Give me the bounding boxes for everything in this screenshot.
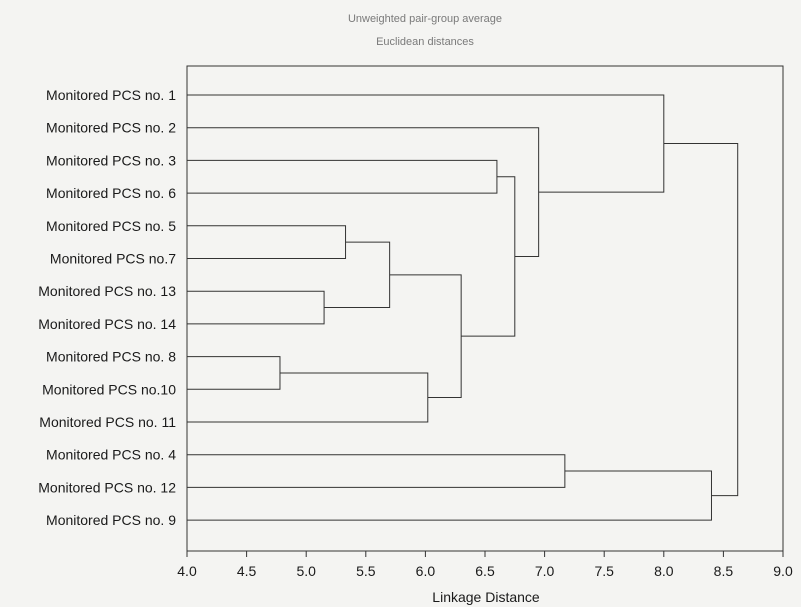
chart-subtitle: Euclidean distances — [376, 36, 474, 48]
x-tick-label: 7.0 — [535, 563, 555, 579]
leaf-label: Monitored PCS no.10 — [42, 381, 176, 397]
dendrogram-link-11 — [187, 470, 712, 521]
x-tick-label: 6.0 — [416, 563, 436, 579]
dendrogram-links — [187, 94, 739, 521]
dendrogram-link-10 — [187, 94, 665, 193]
leaf-label: Monitored PCS no. 4 — [46, 447, 176, 463]
x-tick-label: 7.5 — [594, 563, 614, 579]
x-tick-label: 4.0 — [177, 563, 197, 579]
x-axis-ticks: 4.0 4.5 5.0 5.5 6.0 6.5 7.0 7.5 8.0 8.5 9.0 — [177, 551, 793, 579]
dendrogram-link-12 — [663, 143, 739, 497]
leaf-label: Monitored PCS no. 13 — [38, 283, 176, 299]
dendrogram-link-3 — [324, 241, 391, 309]
leaf-label: Monitored PCS no. 5 — [46, 218, 176, 234]
dendrogram-link-1 — [187, 290, 325, 325]
dendrogram-link-7 — [461, 176, 516, 337]
dendrogram-link-6 — [187, 159, 498, 194]
leaf-label: Monitored PCS no. 1 — [46, 87, 176, 103]
dendrogram-link-9 — [187, 454, 566, 488]
x-tick-label: 4.5 — [237, 563, 257, 579]
x-tick-label: 8.0 — [654, 563, 674, 579]
leaf-label: Monitored PCS no. 6 — [46, 185, 176, 201]
leaf-label: Monitored PCS no.7 — [50, 251, 176, 267]
x-tick-label: 8.5 — [714, 563, 734, 579]
leaf-label: Monitored PCS no. 11 — [39, 414, 176, 430]
x-tick-label: 5.5 — [356, 563, 376, 579]
dendrogram-link-4 — [187, 372, 429, 423]
x-tick-label: 9.0 — [773, 563, 793, 579]
leaf-label: Monitored PCS no. 2 — [46, 120, 176, 136]
plot-frame — [186, 65, 784, 552]
leaf-labels: Monitored PCS no. 1 Monitored PCS no. 2 Mo… — [38, 87, 176, 528]
x-tick-label: 6.5 — [475, 563, 495, 579]
leaf-label: Monitored PCS no. 12 — [38, 479, 176, 495]
dendrogram-link-2 — [187, 225, 347, 259]
x-axis-label: Linkage Distance — [432, 589, 540, 605]
leaf-label: Monitored PCS no. 8 — [46, 349, 176, 365]
dendrogram-link-0 — [187, 356, 281, 390]
leaf-label: Monitored PCS no. 9 — [46, 512, 176, 528]
dendrogram-link-5 — [389, 274, 462, 398]
dendrogram-link-8 — [187, 127, 540, 257]
chart-title: Unweighted pair-group average — [348, 13, 502, 25]
leaf-label: Monitored PCS no. 14 — [38, 316, 176, 332]
x-tick-label: 5.0 — [296, 563, 316, 579]
leaf-label: Monitored PCS no. 3 — [46, 152, 176, 168]
